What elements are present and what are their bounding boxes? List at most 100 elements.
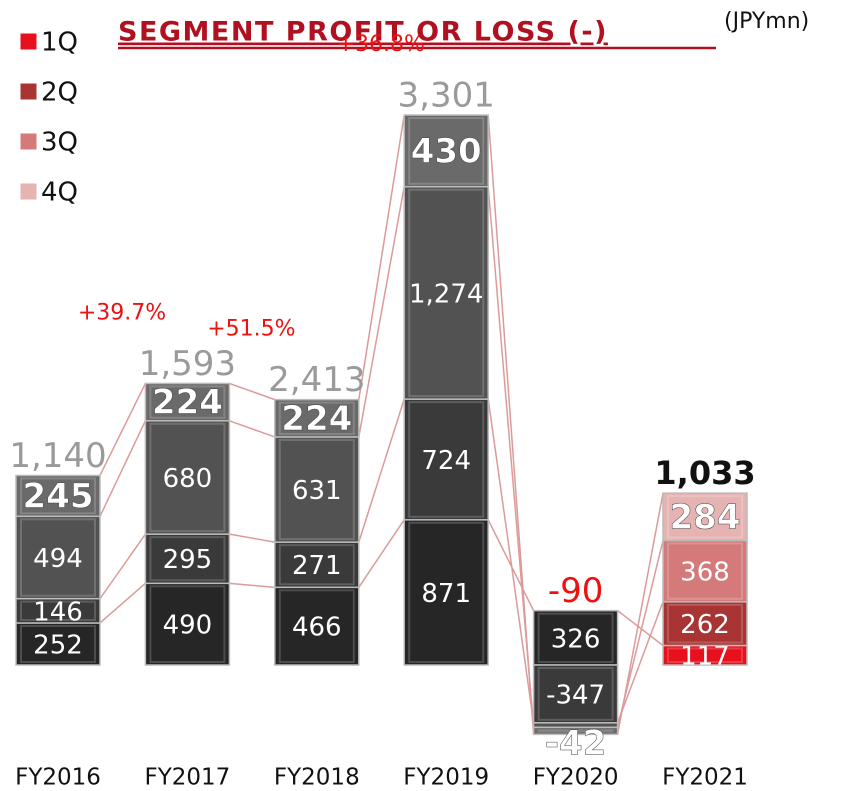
connector-line xyxy=(358,519,405,588)
segment-label: 631 xyxy=(292,476,342,506)
bar-bevel xyxy=(20,477,96,515)
connector-line xyxy=(99,420,147,517)
total-label: 1,593 xyxy=(139,344,236,384)
legend-label: 2Q xyxy=(41,78,78,108)
segment-label: 284 xyxy=(670,497,741,537)
bar-bevel xyxy=(149,385,226,419)
segment-label: -347 xyxy=(546,680,605,710)
connector-line xyxy=(229,582,275,589)
bar-segment xyxy=(403,185,489,400)
bar-segment xyxy=(144,582,231,666)
legend-swatch xyxy=(19,182,38,201)
segment-label: 490 xyxy=(163,611,213,641)
bar-bevel xyxy=(667,542,743,600)
x-tick-label: FY2016 xyxy=(15,765,101,791)
legend-label: 3Q xyxy=(41,128,78,158)
segment-label: 224 xyxy=(152,383,223,423)
connector-line xyxy=(229,420,276,438)
bar-segment xyxy=(532,726,619,736)
bar-bevel xyxy=(20,518,96,597)
bar-segment xyxy=(532,609,619,666)
total-label: 3,301 xyxy=(398,76,495,116)
connector-line xyxy=(617,610,664,647)
bar-segment xyxy=(15,597,101,624)
bar-bevel xyxy=(278,401,355,435)
bar-bevel xyxy=(278,438,355,541)
bar-bevel xyxy=(537,667,614,721)
legend-swatch xyxy=(19,82,38,101)
chart-title: SEGMENT PROFIT OR LOSS (-) xyxy=(118,17,608,48)
connector-line xyxy=(487,399,535,723)
legend-label: 1Q xyxy=(41,28,78,58)
bar-bevel xyxy=(278,589,355,664)
x-tick-label: FY2021 xyxy=(662,765,748,791)
bar-segment xyxy=(403,398,489,521)
x-tick-label: FY2018 xyxy=(274,765,360,791)
bar-bevel xyxy=(408,117,485,185)
connector-line xyxy=(229,382,276,401)
segment-label: 245 xyxy=(23,476,94,516)
bar-segment xyxy=(403,114,489,188)
bar-segment xyxy=(15,622,101,666)
bar-segment xyxy=(403,519,489,666)
bar-segment xyxy=(274,436,360,543)
bar-bevel xyxy=(149,536,226,582)
growth-label: +39.7% xyxy=(78,300,166,325)
bar-bevel xyxy=(20,624,96,663)
growth-label: +51.5% xyxy=(207,317,295,342)
bar-segment xyxy=(274,398,360,438)
legend-label: 4Q xyxy=(41,178,78,208)
total-label: 1,033 xyxy=(654,454,755,492)
legend-swatch xyxy=(19,132,38,151)
segment-label: -42 xyxy=(545,723,606,763)
segment-label: 146 xyxy=(33,597,83,627)
bar-bevel xyxy=(408,521,485,664)
connector-line xyxy=(99,533,147,600)
bar-bevel xyxy=(667,647,743,663)
total-label: 1,140 xyxy=(9,436,106,476)
growth-label: +36.8% xyxy=(337,32,425,57)
bar-segment xyxy=(274,541,360,589)
segment-label: 224 xyxy=(281,399,352,439)
bar-segment xyxy=(662,492,748,542)
bar-segment xyxy=(15,474,101,518)
bar-bevel xyxy=(408,401,485,518)
connector-line xyxy=(358,398,405,543)
segment-label: 252 xyxy=(33,630,83,660)
x-tick-label: FY2019 xyxy=(403,765,489,791)
total-label: -90 xyxy=(548,571,604,611)
connector-line xyxy=(358,114,405,400)
bar-bevel xyxy=(408,188,485,398)
segment-label: 724 xyxy=(421,446,471,476)
connector-line xyxy=(358,186,405,438)
segment-label: 1,274 xyxy=(409,279,483,309)
segment-label: 494 xyxy=(33,544,83,574)
bar-bevel xyxy=(278,544,355,586)
segment-label: 326 xyxy=(551,624,601,654)
connector-line xyxy=(616,601,664,724)
segment-label: 295 xyxy=(163,545,213,575)
x-tick-label: FY2020 xyxy=(533,765,619,791)
bar-bevel xyxy=(20,600,96,621)
segment-label: 680 xyxy=(163,464,213,494)
bar-bevel xyxy=(537,729,614,733)
unit-label: (JPYmn) xyxy=(724,9,809,34)
total-label: 2,413 xyxy=(268,360,365,400)
bar-segment xyxy=(144,382,231,422)
bar-segment xyxy=(144,533,231,585)
bar-segment xyxy=(662,539,748,603)
bar-bevel xyxy=(149,422,226,533)
legend-swatch xyxy=(19,32,38,51)
segment-label: 430 xyxy=(411,131,482,171)
segment-label: 271 xyxy=(292,551,342,581)
bar-segment xyxy=(662,601,748,647)
connector-line xyxy=(487,115,535,735)
bar-segment xyxy=(532,664,619,724)
segment-label: 262 xyxy=(680,610,730,640)
bar-bevel xyxy=(537,612,614,664)
connector-line xyxy=(99,383,147,476)
bar-bevel xyxy=(667,603,743,644)
x-tick-label: FY2017 xyxy=(144,765,230,791)
connector-line xyxy=(99,582,146,624)
